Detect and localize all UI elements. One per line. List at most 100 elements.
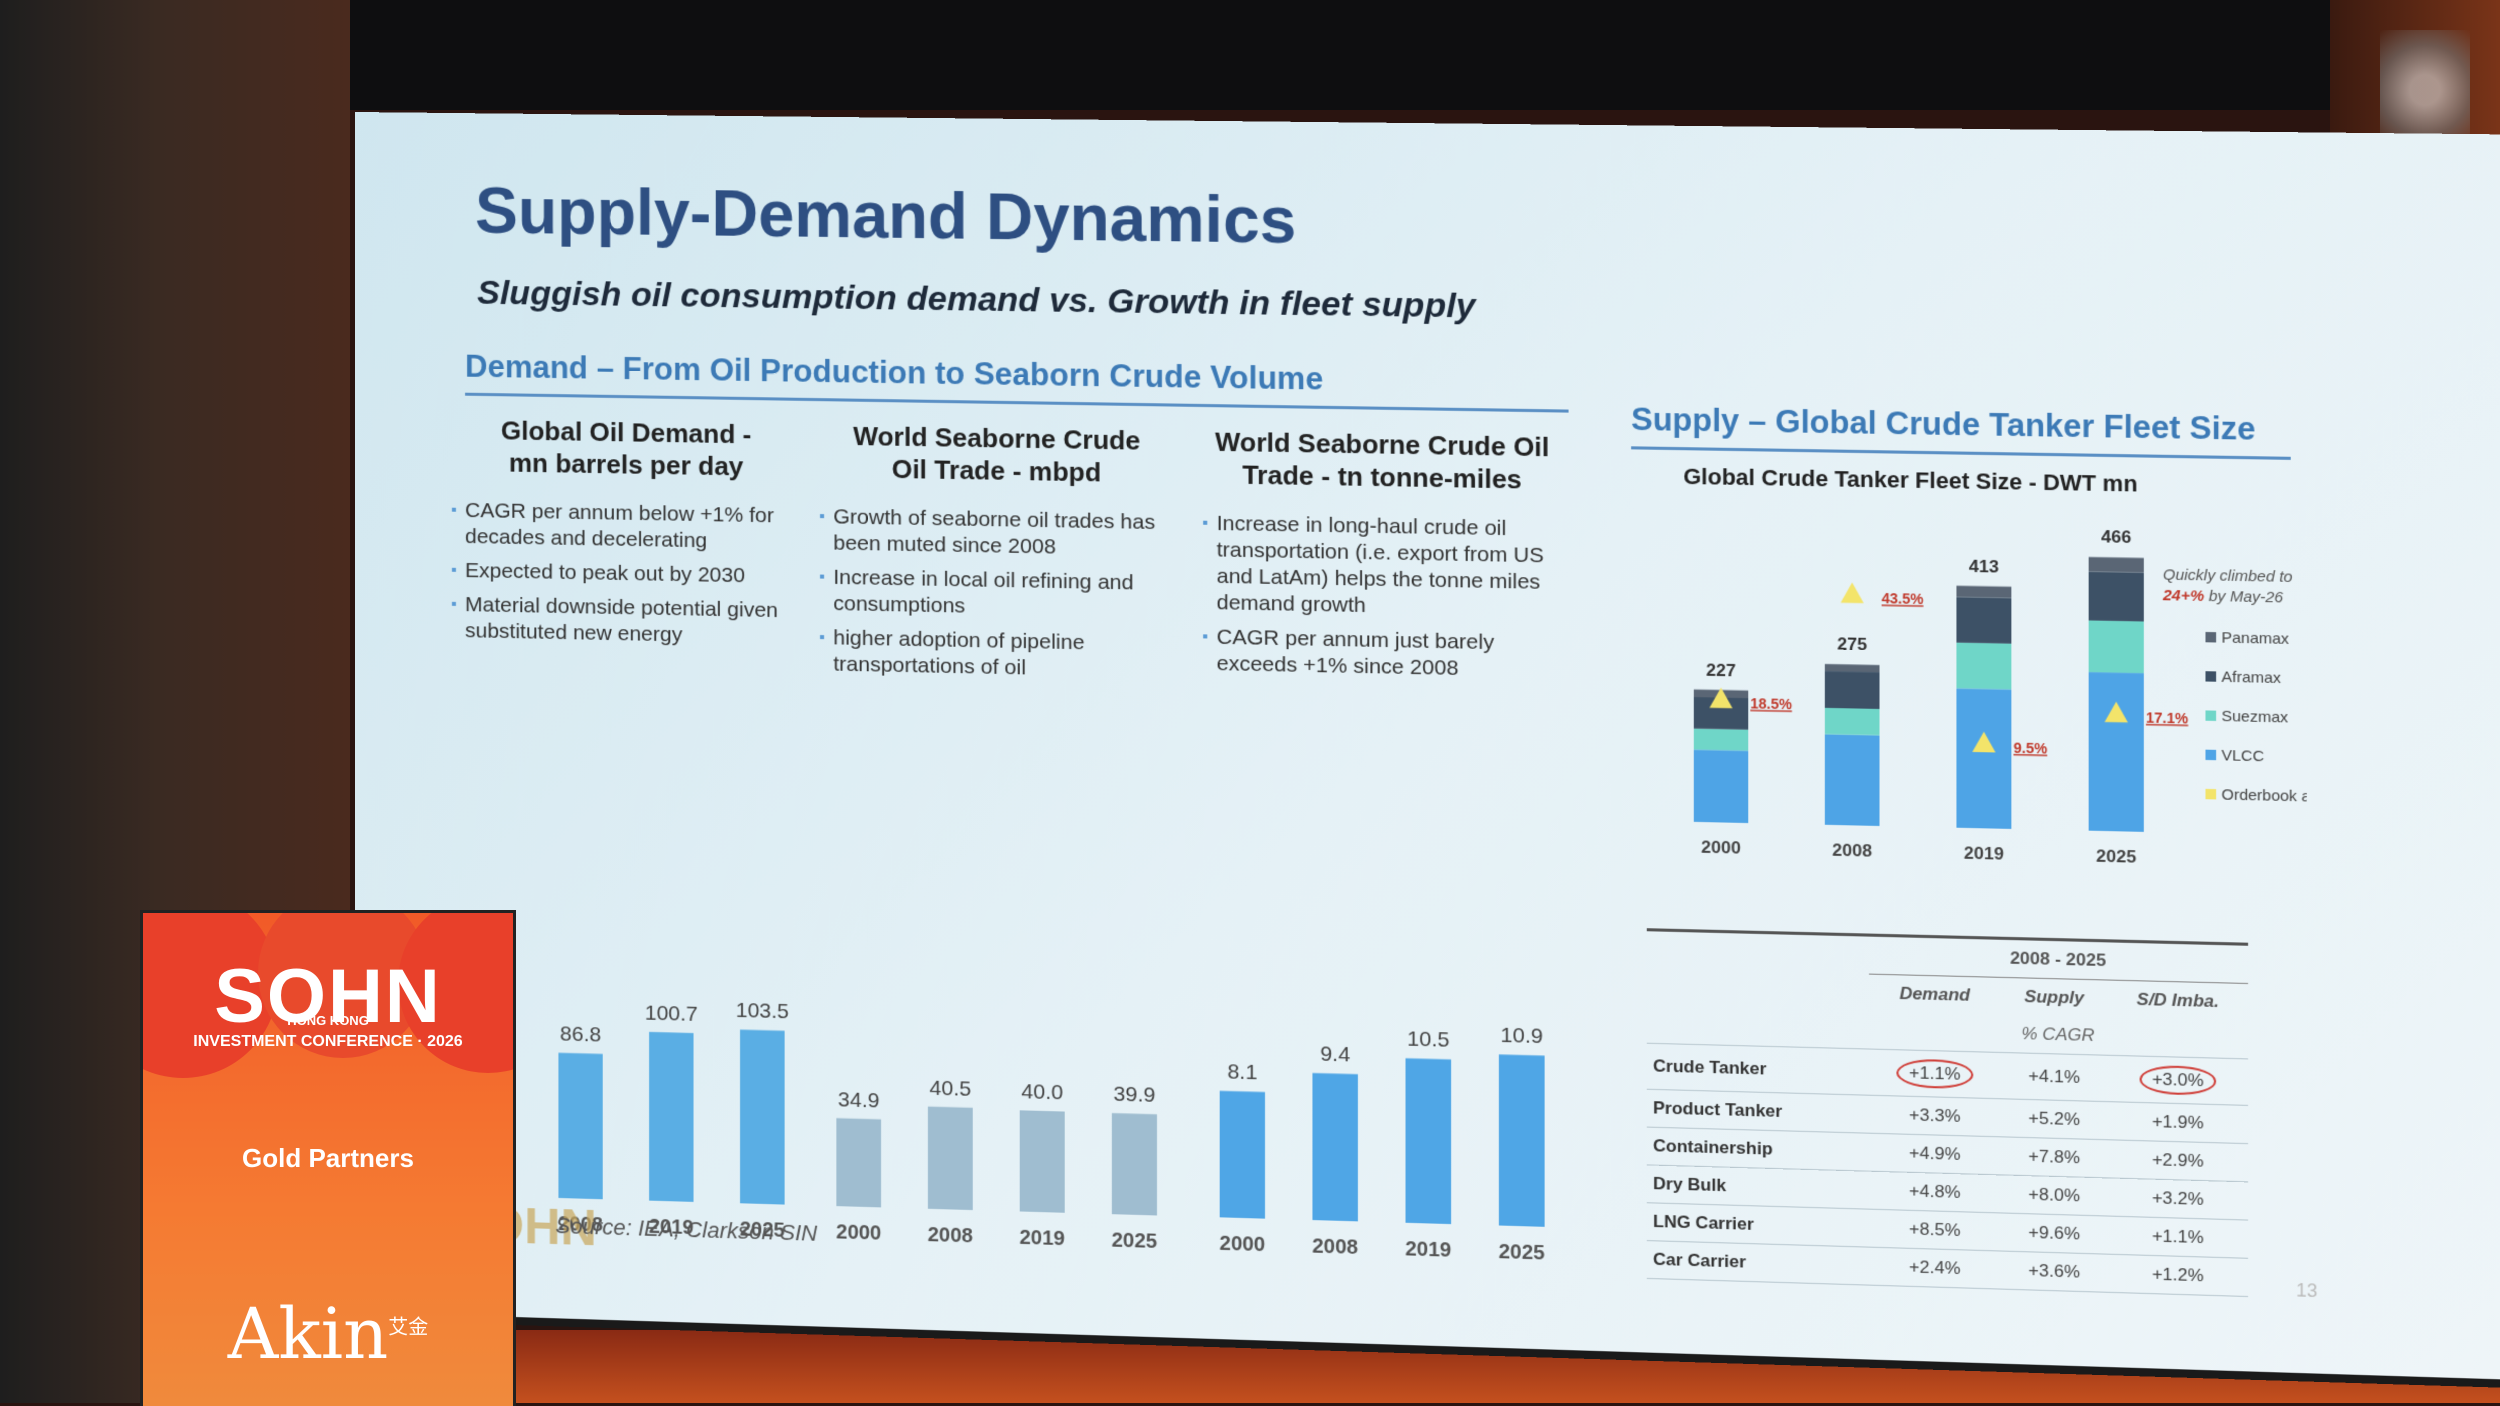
- imbalance-cell: +3.0%: [2107, 1055, 2249, 1106]
- sponsor-cjk: 艾金: [388, 1314, 429, 1339]
- value-label: 100.7: [645, 1002, 698, 1027]
- value-label: 86.8: [560, 1023, 601, 1047]
- panel-title-line: World Seaborne Crude Oil: [1215, 426, 1550, 463]
- row-label: LNG Carrier: [1646, 1202, 1869, 1248]
- table-header-imbalance: S/D Imba.: [2136, 989, 2220, 1012]
- total-label: 275: [1837, 634, 1867, 654]
- orderbook-label: 9.5%: [2013, 740, 2047, 757]
- legend-swatch: [2205, 788, 2217, 800]
- value-label: 40.0: [1021, 1080, 1063, 1104]
- value-label: 39.9: [1113, 1083, 1155, 1107]
- banner-circles-graphic: [143, 913, 513, 1078]
- annotation-highlight: 24+%: [2162, 587, 2204, 605]
- supply-cell: +7.8%: [2000, 1136, 2108, 1178]
- stacked-segment: [2088, 557, 2144, 573]
- supply-cell: +8.0%: [2000, 1174, 2108, 1217]
- sponsor-name: Akin: [227, 1293, 389, 1375]
- category-label: 2025: [1499, 1241, 1545, 1265]
- stacked-segment: [2088, 620, 2144, 674]
- panel-title-line: mn barrels per day: [508, 447, 744, 482]
- banner-city: HONG KONG: [287, 1013, 369, 1028]
- slide-subtitle: Sluggish oil consumption demand vs. Grow…: [477, 273, 1476, 326]
- room-ceiling: [350, 0, 2350, 110]
- legend-swatch: [2205, 631, 2217, 643]
- bullet-list: Increase in long-haul crude oil transpor…: [1202, 511, 1568, 685]
- value-label: 9.4: [1320, 1043, 1350, 1067]
- stacked-segment: [1693, 697, 1749, 730]
- imbalance-cell: +1.1%: [2107, 1216, 2249, 1259]
- panel-title-line: World Seaborne Crude: [852, 420, 1141, 456]
- value-label: 103.5: [736, 999, 789, 1024]
- category-label: 2000: [1701, 837, 1741, 857]
- bullet-item: Growth of seaborne oil trades has been m…: [819, 504, 1181, 563]
- category-label: 2025: [1112, 1229, 1158, 1253]
- supply-cell: +3.6%: [2000, 1251, 2108, 1293]
- imbalance-cell: +2.9%: [2107, 1139, 2249, 1182]
- highlight-circle: +3.0%: [2139, 1064, 2217, 1096]
- category-label: 2000: [1219, 1233, 1265, 1257]
- annotation-text: Quickly climbed to: [2163, 566, 2293, 586]
- bar: [836, 1118, 882, 1208]
- demand-cell: +4.9%: [1868, 1133, 2001, 1175]
- supply-cell: +9.6%: [2000, 1212, 2108, 1255]
- projection-screen: Supply-Demand Dynamics Sluggish oil cons…: [355, 112, 2500, 1388]
- stacked-segment: [1956, 642, 2012, 690]
- legend-label: Panamax: [2221, 629, 2289, 648]
- category-label: 2008: [928, 1224, 973, 1248]
- stacked-segment: [1824, 664, 1880, 673]
- category-label: 2025: [740, 1218, 785, 1242]
- panel-title: World Seaborne Crude Oil Trade - tn tonn…: [1196, 425, 1569, 496]
- orderbook-label: 17.1%: [2146, 709, 2189, 726]
- bullet-item: Increase in long-haul crude oil transpor…: [1202, 511, 1568, 623]
- category-label: 2008: [1832, 840, 1872, 860]
- orderbook-marker: [1840, 582, 1864, 604]
- legend-label: VLCC: [2221, 747, 2264, 765]
- banner-partners-label: Gold Partners: [242, 1143, 414, 1173]
- panel-title: World Seaborne Crude Oil Trade - mbpd: [813, 419, 1181, 490]
- bar: [558, 1052, 603, 1200]
- stacked-segment: [1956, 585, 2012, 598]
- stacked-segment: [1693, 749, 1749, 824]
- sponsor-logo: Akin艾金: [143, 1293, 513, 1375]
- legend-label: Aframax: [2221, 668, 2281, 687]
- tonne-miles-panel: World Seaborne Crude Oil Trade - tn tonn…: [1196, 425, 1569, 1268]
- demand-cell: +2.4%: [1868, 1247, 2001, 1290]
- imbalance-cell: +1.2%: [2107, 1254, 2249, 1297]
- value-label: 10.5: [1407, 1028, 1449, 1053]
- bar: [1111, 1113, 1157, 1216]
- fleet-size-stacked-chart: 227 2000 18.5% 275 2008 43.5% 413 2019 9.5% 466 20…: [1693, 527, 2307, 867]
- supply-demand-table: 2008 - 2025 Demand Supply S/D Imba. % CA…: [1646, 928, 2249, 1298]
- value-label: 34.9: [838, 1088, 880, 1112]
- highlight-circle: +1.1%: [1896, 1058, 1974, 1090]
- row-label: Crude Tanker: [1646, 1043, 1869, 1096]
- legend-swatch: [2205, 710, 2217, 721]
- legend-swatch: [2205, 749, 2217, 761]
- row-label: Product Tanker: [1646, 1089, 1869, 1134]
- bullet-item: Expected to peak out by 2030: [451, 558, 808, 591]
- category-label: 2019: [649, 1216, 694, 1239]
- supply-section-heading: Supply – Global Crude Tanker Fleet Size: [1631, 401, 2291, 460]
- bullet-item: higher adoption of pipeline transportati…: [819, 625, 1181, 685]
- stacked-segment: [1693, 728, 1749, 751]
- category-label: 2008: [1312, 1235, 1358, 1259]
- bar: [1498, 1054, 1545, 1227]
- legend-swatch: [2205, 671, 2217, 682]
- category-label: 2008: [558, 1213, 603, 1236]
- value-label: 40.5: [930, 1076, 972, 1100]
- demand-cell: +8.5%: [1868, 1209, 2001, 1252]
- category-label: 2019: [1019, 1227, 1064, 1251]
- bar: [927, 1106, 973, 1211]
- seaborne-trade-bar-chart: 34.9 2000 40.5 2008 40.0 2019 39.9 2025: [836, 1076, 1158, 1253]
- banner-conference: INVESTMENT CONFERENCE · 2026: [193, 1033, 463, 1050]
- panel-title: Global Oil Demand - mn barrels per day: [445, 413, 808, 483]
- annotation-rest: by May-26: [2204, 588, 2284, 607]
- orderbook-label: 43.5%: [1882, 590, 1924, 607]
- category-label: 2019: [1964, 843, 2004, 863]
- stacked-segment: [2088, 571, 2144, 622]
- imbalance-cell: +1.9%: [2107, 1101, 2249, 1144]
- category-label: 2025: [2096, 846, 2136, 867]
- category-label: 2000: [836, 1221, 881, 1245]
- seaborne-trade-panel: World Seaborne Crude Oil Trade - mbpd Gr…: [813, 419, 1181, 1257]
- table-header-demand: Demand: [1899, 983, 1971, 1005]
- stacked-segment: [1824, 671, 1880, 709]
